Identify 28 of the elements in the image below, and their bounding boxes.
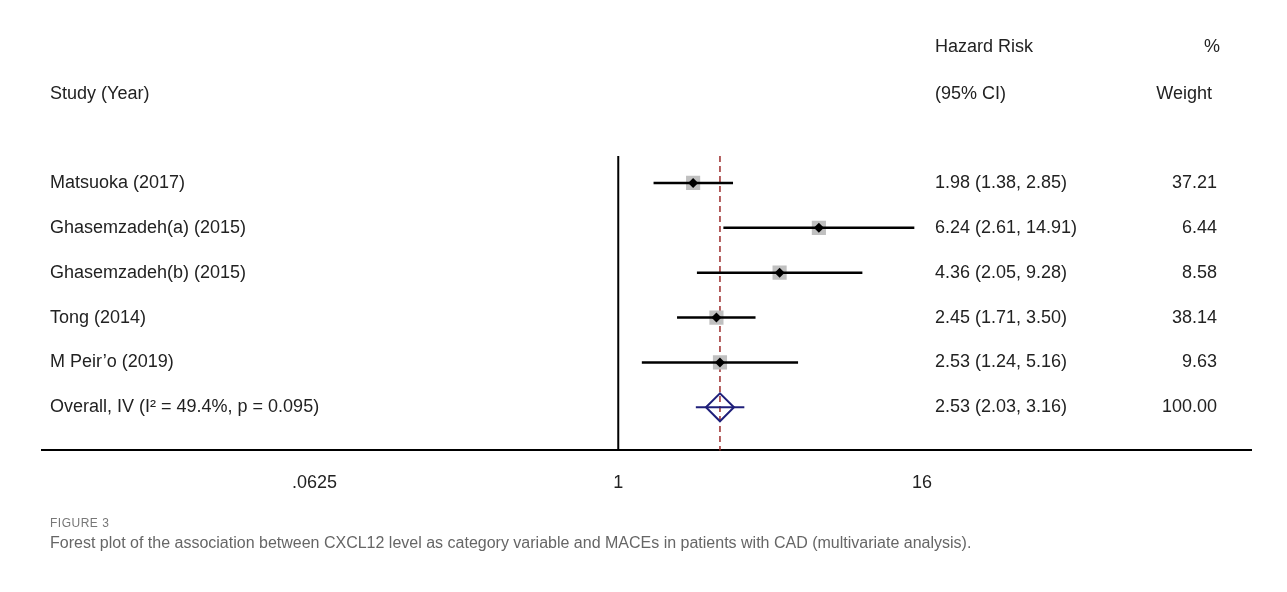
y-tick-label: Ghasemzadeh(a) (2015) — [50, 216, 247, 237]
y-axis-title: Study (Year) — [50, 82, 150, 103]
annotation: 6.44 — [1181, 216, 1217, 237]
y-tick-label: Overall, IV (I² = 49.4%, p = 0.095) — [50, 396, 320, 417]
y-tick-label: M Peir’o (2019) — [50, 351, 174, 372]
annotation: 4.36 (2.05, 9.28) — [935, 261, 1068, 282]
y-tick-label: Tong (2014) — [50, 306, 147, 327]
annotation: 2.53 (1.24, 5.16) — [935, 351, 1068, 372]
annotation: 9.63 — [1181, 351, 1217, 372]
caption: FIGURE 3 — [50, 516, 111, 530]
text: Forest plot of the association between CXCL12 level as category variable and MACEs in patients with CAD (multivariate analysis). — [50, 534, 973, 552]
annotation: 8.58 — [1181, 261, 1217, 282]
y-tick-label: Matsuoka (2017) — [50, 171, 186, 192]
annotation: 100.00 — [1161, 396, 1217, 417]
annotation: 6.24 (2.61, 14.91) — [935, 216, 1078, 237]
text: Weight — [1156, 82, 1212, 103]
annotation: 2.53 (2.03, 3.16) — [935, 396, 1068, 417]
text: (95% CI) — [935, 82, 1007, 103]
x-tick-label: 1 — [613, 472, 624, 493]
x-tick-label: 16 — [912, 472, 933, 493]
annotation: 1.98 (1.38, 2.85) — [935, 171, 1068, 192]
text: % — [1203, 35, 1220, 56]
y-tick-label: Ghasemzadeh(b) (2015) — [50, 261, 247, 282]
annotation: 37.21 — [1171, 171, 1217, 192]
x-tick-label: .0625 — [291, 472, 337, 493]
annotation: 38.14 — [1171, 306, 1217, 327]
annotation: 2.45 (1.71, 3.50) — [935, 306, 1068, 327]
text: Hazard Risk — [935, 35, 1035, 56]
